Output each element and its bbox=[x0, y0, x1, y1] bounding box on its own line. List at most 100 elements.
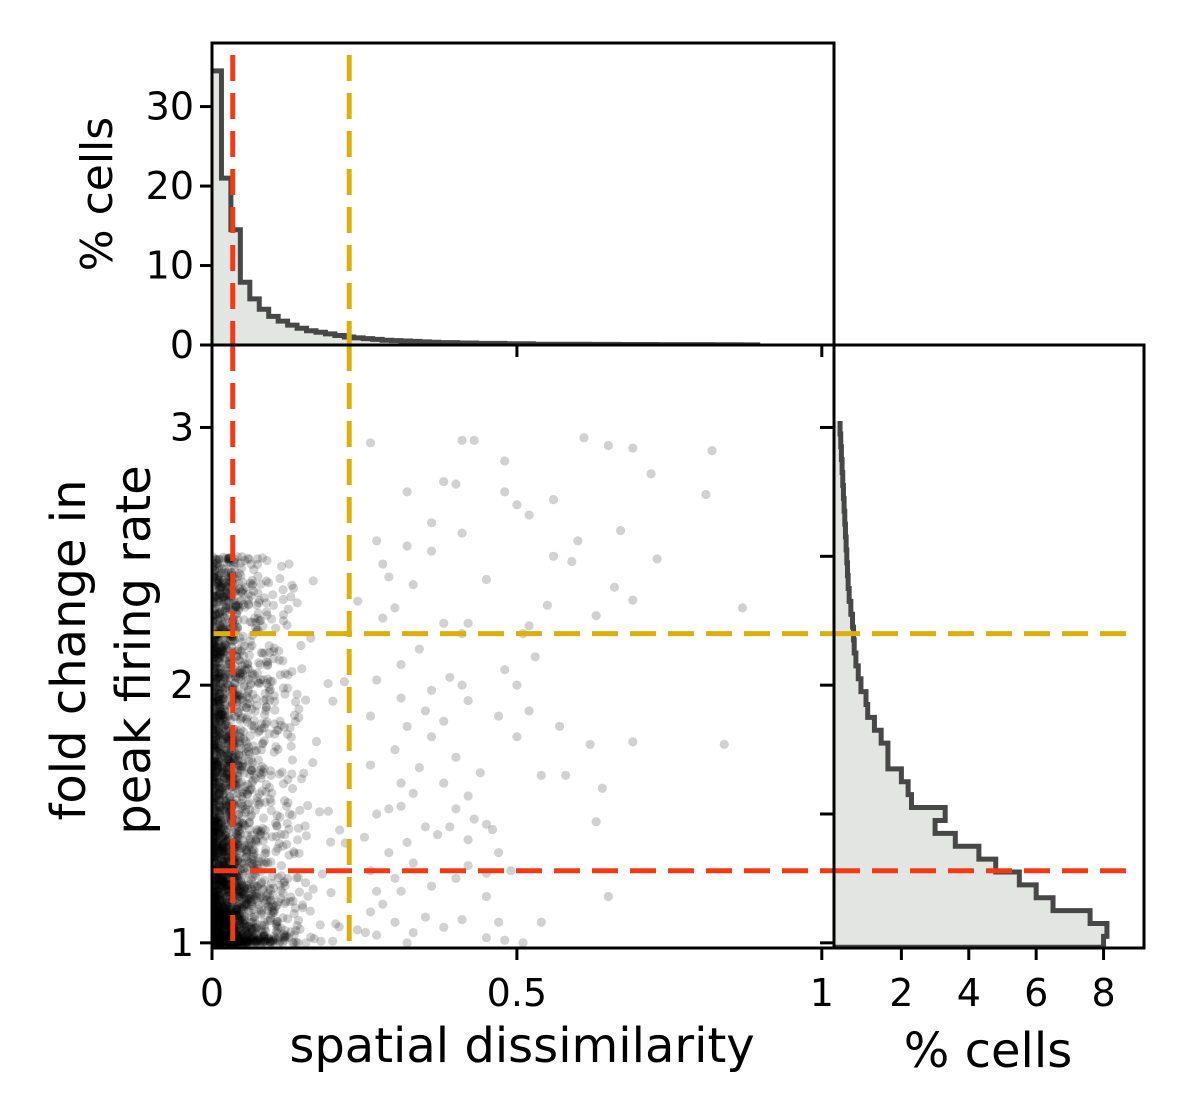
scatter-point bbox=[308, 576, 318, 586]
scatter-point bbox=[214, 689, 225, 699]
scatter-point bbox=[280, 930, 290, 941]
scatter-point bbox=[426, 546, 437, 556]
scatter-point bbox=[231, 907, 241, 917]
scatter-point bbox=[218, 594, 228, 605]
scatter-point bbox=[220, 553, 231, 564]
scatter-point bbox=[234, 603, 244, 613]
scatter-point bbox=[243, 658, 253, 668]
scatter-point bbox=[259, 931, 269, 941]
scatter-point bbox=[254, 856, 264, 866]
scatter-point bbox=[223, 891, 233, 901]
scatter-point bbox=[219, 564, 230, 574]
scatter-point bbox=[286, 892, 296, 902]
scatter-point bbox=[212, 734, 221, 744]
scatter-point bbox=[238, 918, 248, 929]
scatter-point bbox=[214, 823, 224, 833]
scatter-point bbox=[231, 712, 241, 722]
scatter-point bbox=[212, 760, 222, 770]
scatter-point bbox=[246, 810, 256, 820]
scatter-point bbox=[212, 653, 219, 663]
scatter-point bbox=[215, 588, 226, 598]
scatter-point bbox=[273, 897, 283, 907]
top-histogram-bars bbox=[212, 68, 761, 345]
scatter-point bbox=[217, 898, 228, 908]
scatter-point bbox=[283, 914, 293, 924]
scatter-point bbox=[216, 896, 226, 906]
scatter-point bbox=[214, 783, 224, 793]
scatter-point bbox=[212, 841, 223, 852]
scatter-point bbox=[238, 585, 248, 595]
scatter-point bbox=[233, 788, 243, 798]
scatter-point bbox=[237, 912, 247, 922]
scatter-point bbox=[212, 914, 222, 924]
scatter-point bbox=[257, 938, 268, 948]
scatter-point bbox=[254, 598, 264, 608]
scatter-point bbox=[245, 617, 255, 627]
scatter-point bbox=[212, 856, 222, 866]
scatter-point bbox=[213, 887, 224, 897]
scatter-point bbox=[219, 857, 229, 867]
scatter-point bbox=[241, 703, 251, 713]
scatter-point bbox=[378, 899, 388, 909]
scatter-point bbox=[258, 836, 268, 846]
scatter-point bbox=[217, 937, 228, 947]
scatter-point bbox=[220, 911, 230, 922]
scatter-point bbox=[233, 756, 243, 766]
scatter-point bbox=[214, 790, 224, 801]
scatter-point bbox=[225, 905, 235, 915]
scatter-point bbox=[212, 938, 219, 948]
scatter-point bbox=[268, 600, 279, 610]
scatter-point bbox=[215, 698, 225, 708]
scatter-point bbox=[212, 837, 219, 848]
scatter-point bbox=[212, 730, 221, 740]
scatter-point bbox=[215, 649, 225, 660]
scatter-point bbox=[249, 932, 260, 943]
scatter-point bbox=[218, 831, 228, 842]
scatter-point bbox=[212, 759, 222, 769]
scatter-point bbox=[213, 760, 223, 770]
scatter-point bbox=[244, 842, 254, 852]
scatter-point bbox=[213, 937, 223, 948]
scatter-point bbox=[220, 925, 231, 935]
scatter-point bbox=[286, 927, 296, 937]
scatter-point bbox=[247, 671, 257, 681]
scatter-point bbox=[261, 857, 271, 867]
scatter-point bbox=[212, 833, 219, 843]
scatter-point bbox=[217, 938, 227, 948]
scatter-point bbox=[217, 704, 227, 714]
scatter-point bbox=[212, 759, 220, 770]
scatter-point bbox=[390, 603, 400, 613]
scatter-point bbox=[390, 917, 400, 927]
scatter-point bbox=[214, 685, 224, 695]
scatter-point bbox=[236, 713, 246, 723]
scatter-point bbox=[217, 929, 227, 939]
scatter-point bbox=[378, 613, 388, 623]
scatter-point bbox=[233, 935, 243, 945]
scatter-point bbox=[212, 803, 219, 813]
scatter-point bbox=[220, 639, 230, 649]
scatter-point bbox=[213, 916, 223, 926]
scatter-point bbox=[289, 710, 300, 720]
scatter-point bbox=[372, 809, 382, 819]
scatter-point bbox=[244, 930, 255, 941]
scatter-point bbox=[252, 600, 262, 610]
scatter-point bbox=[212, 721, 221, 731]
scatter-point bbox=[215, 911, 226, 921]
scatter-point bbox=[212, 824, 220, 834]
scatter-point bbox=[481, 574, 492, 585]
scatter-point bbox=[260, 710, 270, 720]
scatter-point bbox=[233, 691, 243, 701]
scatter-point bbox=[212, 857, 219, 868]
scatter-point bbox=[215, 706, 225, 716]
scatter-point bbox=[291, 926, 301, 936]
scatter-point bbox=[247, 580, 257, 591]
scatter-point bbox=[536, 770, 546, 780]
scatter-point bbox=[214, 585, 224, 595]
scatter-point bbox=[236, 646, 246, 656]
scatter-point bbox=[214, 723, 224, 733]
scatter-point bbox=[212, 797, 222, 807]
scatter-point bbox=[250, 889, 260, 899]
scatter-point bbox=[420, 912, 431, 922]
scatter-point bbox=[276, 893, 286, 904]
scatter-point bbox=[252, 559, 263, 569]
